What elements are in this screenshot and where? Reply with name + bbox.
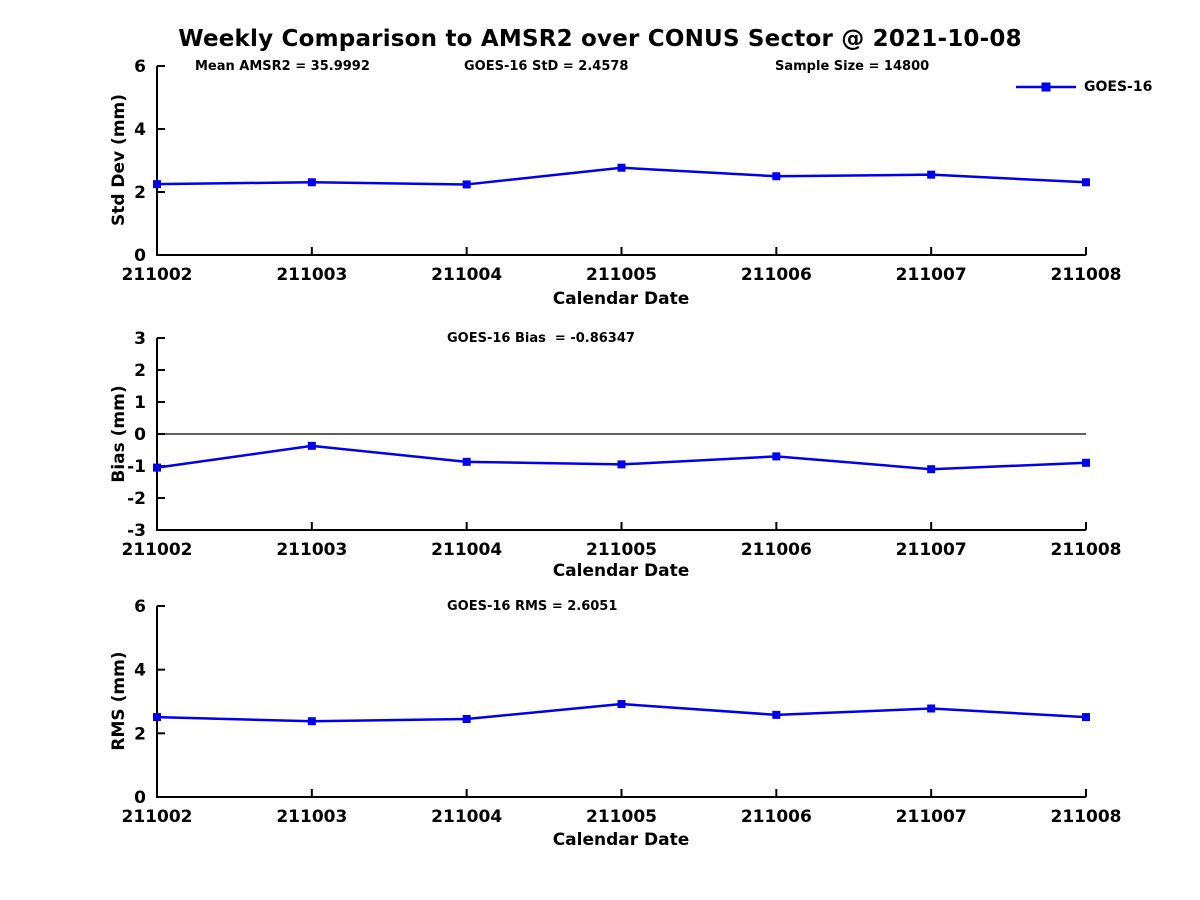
data-point-marker <box>1082 178 1090 187</box>
x-tick-label: 211008 <box>1051 265 1122 285</box>
data-point-marker <box>153 180 161 189</box>
legend-marker-icon <box>1016 82 1076 92</box>
x-tick-label: 211008 <box>1051 540 1122 560</box>
data-point-marker <box>153 713 161 722</box>
data-point-marker <box>772 172 781 181</box>
x-tick-label: 211003 <box>276 265 347 285</box>
y-axis-label-bias: Bias (mm) <box>109 385 129 483</box>
annotation-mean-amsr2: Mean AMSR2 = 35.9992 <box>195 59 370 74</box>
annotation-goes16-rms: GOES-16 RMS = 2.6051 <box>447 599 618 614</box>
data-point-marker <box>462 715 471 724</box>
legend-label: GOES-16 <box>1084 79 1153 95</box>
x-tick-label: 211008 <box>1051 807 1122 827</box>
data-point-marker <box>772 710 781 719</box>
figure-title: Weekly Comparison to AMSR2 over CONUS Se… <box>178 26 1022 52</box>
x-axis-label-1: Calendar Date <box>552 289 690 309</box>
x-tick-label: 211002 <box>122 265 193 285</box>
data-point-marker <box>617 700 626 709</box>
data-point-marker <box>307 441 316 450</box>
y-tick-label: 1 <box>134 393 146 413</box>
data-point-marker <box>927 170 936 179</box>
data-point-marker <box>307 178 316 187</box>
x-tick-label: 211003 <box>276 540 347 560</box>
y-tick-label: 2 <box>134 361 146 381</box>
annotation-goes16-std: GOES-16 StD = 2.4578 <box>464 59 629 74</box>
x-tick-label: 211005 <box>586 807 657 827</box>
y-tick-label: -2 <box>127 489 146 509</box>
y-tick-label: -1 <box>127 457 146 477</box>
data-point-marker <box>1082 458 1090 467</box>
x-tick-label: 211004 <box>431 540 502 560</box>
y-axis-label-std-dev: Std Dev (mm) <box>109 93 129 227</box>
x-tick-label: 211002 <box>122 807 193 827</box>
y-tick-label: 0 <box>134 788 146 808</box>
y-tick-label: 0 <box>134 246 146 266</box>
x-tick-label: 211002 <box>122 540 193 560</box>
data-point-marker <box>462 180 471 189</box>
data-point-marker <box>153 463 161 472</box>
x-tick-label: 211006 <box>741 540 812 560</box>
x-tick-label: 211004 <box>431 807 502 827</box>
y-tick-label: -3 <box>127 521 146 541</box>
x-tick-label: 211007 <box>896 807 967 827</box>
annotation-sample-size: Sample Size = 14800 <box>775 59 930 74</box>
data-point-marker <box>927 465 936 474</box>
x-tick-label: 211007 <box>896 265 967 285</box>
data-point-marker <box>617 163 626 172</box>
data-point-marker <box>772 452 781 461</box>
x-axis-label-3: Calendar Date <box>552 830 690 850</box>
y-tick-label: 0 <box>134 425 146 445</box>
x-tick-label: 211007 <box>896 540 967 560</box>
y-tick-label: 4 <box>134 661 146 681</box>
x-tick-label: 211003 <box>276 807 347 827</box>
x-tick-label: 211005 <box>586 265 657 285</box>
x-tick-label: 211004 <box>431 265 502 285</box>
data-point-marker <box>617 460 626 469</box>
annotation-goes16-bias: GOES-16 Bias = -0.86347 <box>447 331 635 346</box>
data-point-marker <box>1082 713 1090 722</box>
y-axis-label-rms: RMS (mm) <box>109 651 129 751</box>
y-tick-label: 6 <box>134 57 146 77</box>
data-point-marker <box>927 704 936 713</box>
x-tick-label: 211006 <box>741 807 812 827</box>
data-point-marker <box>462 457 471 466</box>
legend: GOES-16 <box>1014 78 1152 96</box>
y-tick-label: 2 <box>134 724 146 744</box>
x-axis-label-2: Calendar Date <box>552 561 690 581</box>
y-tick-label: 4 <box>134 120 146 140</box>
x-tick-label: 211005 <box>586 540 657 560</box>
y-tick-label: 6 <box>134 597 146 617</box>
x-tick-label: 211006 <box>741 265 812 285</box>
y-tick-label: 2 <box>134 183 146 203</box>
data-point-marker <box>307 717 316 726</box>
y-tick-label: 3 <box>134 329 146 349</box>
